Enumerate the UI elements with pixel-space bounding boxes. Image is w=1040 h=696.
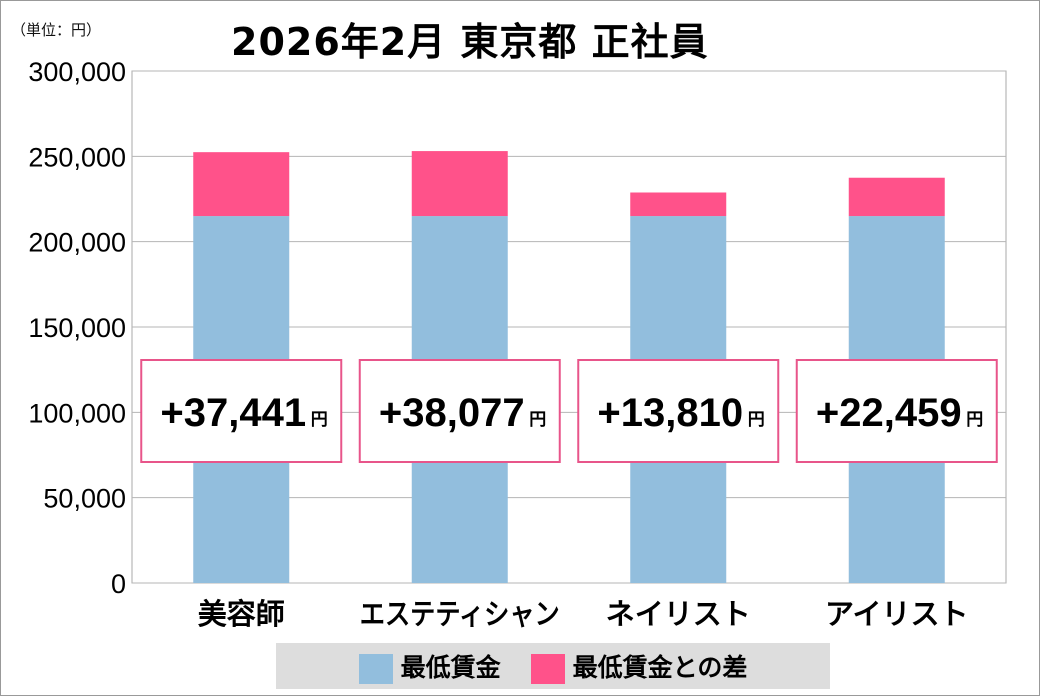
legend-item-min-wage: 最低賃金 xyxy=(358,648,501,684)
diff-label: +22,459 xyxy=(816,391,962,435)
diff-label: +37,441 xyxy=(160,391,306,435)
y-tick-label: 50,000 xyxy=(43,484,126,514)
y-tick-label: 150,000 xyxy=(28,313,126,343)
legend-item-diff: 最低賃金との差 xyxy=(530,648,748,684)
y-tick-label: 250,000 xyxy=(28,142,126,172)
x-category-label: エステティシャン xyxy=(360,597,560,631)
bar-diff xyxy=(630,192,727,217)
unit-label: （単位：円） xyxy=(11,21,102,39)
diff-label-box xyxy=(577,359,780,463)
y-tick-label: 300,000 xyxy=(28,57,126,87)
yen-unit: 円 xyxy=(748,410,765,430)
legend-label: 最低賃金との差 xyxy=(572,653,748,682)
bar-diff xyxy=(193,152,290,217)
yen-unit: 円 xyxy=(311,410,328,430)
diff-label: +38,077 xyxy=(379,391,525,435)
diff-label-box xyxy=(795,359,998,463)
legend-label: 最低賃金 xyxy=(400,653,501,682)
diff-label-box xyxy=(140,359,343,463)
x-category-label: 美容師 xyxy=(198,597,285,631)
x-category-label: ネイリスト xyxy=(606,597,751,631)
legend-swatch xyxy=(530,654,565,684)
legend-swatch xyxy=(358,654,393,684)
y-tick-label: 0 xyxy=(111,569,126,599)
legend: 最低賃金 最低賃金との差 xyxy=(276,643,830,689)
diff-label: +13,810 xyxy=(597,391,743,435)
y-tick-label: 200,000 xyxy=(28,228,126,258)
bar-diff xyxy=(848,177,945,217)
chart-title: 2026年2月 東京都 正社員 xyxy=(231,20,709,64)
diff-label-box xyxy=(358,359,561,463)
chart-plot: 0 50,000 100,000 150,000 200,000 250,000 300,0… xyxy=(28,57,1007,631)
bar-diff xyxy=(411,151,508,217)
yen-unit: 円 xyxy=(529,410,546,430)
y-tick-label: 100,000 xyxy=(28,398,126,428)
x-category-label: アイリスト xyxy=(825,597,969,631)
yen-unit: 円 xyxy=(966,410,983,430)
